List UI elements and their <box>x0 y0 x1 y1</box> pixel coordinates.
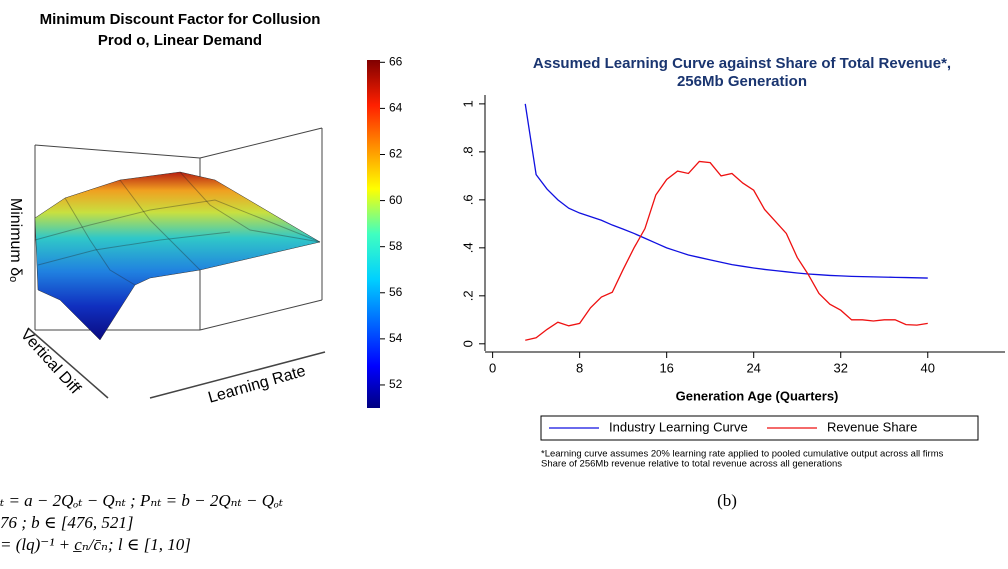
y-tick-label: .8 <box>460 146 475 157</box>
y-tick-label: .2 <box>460 290 475 301</box>
legend-label: Revenue Share <box>827 419 917 434</box>
equation: 76 ; b ∈ [476, 521] <box>0 513 133 532</box>
x-tick-label: 24 <box>746 360 760 375</box>
z-axis-label: Minimum δₒ <box>7 198 24 282</box>
y-tick-label: 1 <box>460 100 475 107</box>
x-tick-label: 16 <box>659 360 673 375</box>
x-tick-label: 40 <box>921 360 935 375</box>
colorbar-tick-label: 64 <box>389 101 403 115</box>
x-axis-label: Vertical Diff <box>17 326 84 398</box>
colorbar-tick-label: 62 <box>389 147 403 161</box>
equation: ₜ = a − 2Qₒₜ − Qₙₜ ; Pₙₜ = b − 2Qₙₜ − Qₒ… <box>0 491 284 510</box>
colorbar <box>367 60 380 408</box>
colorbar-tick-label: 56 <box>389 285 403 299</box>
x-axis-label: Generation Age (Quarters) <box>676 388 839 403</box>
legend-label: Industry Learning Curve <box>609 419 748 434</box>
x-tick-label: 0 <box>489 360 496 375</box>
colorbar-tick-label: 58 <box>389 239 403 253</box>
series-line <box>525 160 928 341</box>
y-tick-label: .6 <box>460 194 475 205</box>
footnote: Share of 256Mb revenue relative to total… <box>541 459 842 470</box>
chart-title: Prod o, Linear Demand <box>98 32 262 49</box>
surface-mesh <box>34 171 321 286</box>
surface <box>34 171 321 341</box>
chart-title: Assumed Learning Curve against Share of … <box>533 55 951 72</box>
footnote: *Learning curve assumes 20% learning rat… <box>541 449 944 460</box>
x-tick-label: 32 <box>833 360 847 375</box>
caption: (b) <box>717 491 737 510</box>
legend-box <box>540 415 979 441</box>
x-tick-label: 8 <box>576 360 583 375</box>
equation: = (lq)⁻¹ + c̲ₙ/c̄ₙ; l ∈ [1, 10] <box>0 535 191 554</box>
colorbar-tick-label: 66 <box>389 54 403 68</box>
colorbar-tick-label: 60 <box>389 193 403 207</box>
colorbar-tick-label: 52 <box>389 377 403 391</box>
colorbar-tick-label: 54 <box>389 331 403 345</box>
series-line <box>524 103 928 279</box>
y-tick-label: 0 <box>460 340 475 347</box>
y-tick-label: .4 <box>460 242 475 253</box>
chart-title: 256Mb Generation <box>677 73 807 90</box>
chart-title: Minimum Discount Factor for Collusion <box>40 11 321 28</box>
